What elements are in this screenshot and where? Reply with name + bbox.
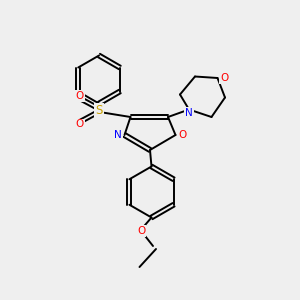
Text: O: O <box>76 91 84 101</box>
Text: N: N <box>114 130 122 140</box>
Text: O: O <box>137 226 145 236</box>
Text: O: O <box>220 73 228 83</box>
Text: S: S <box>95 103 103 117</box>
Text: N: N <box>185 108 193 118</box>
Text: O: O <box>178 130 186 140</box>
Text: O: O <box>76 119 84 130</box>
